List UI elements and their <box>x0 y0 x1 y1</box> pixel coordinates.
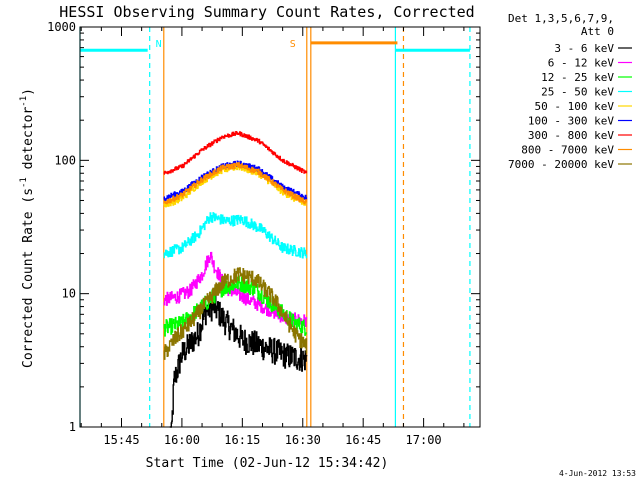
plot-area: 1 10 100 1000 15:45 16:00 16:15 16:30 16:45 17:00… <box>47 20 481 447</box>
x-tick-label: 16:45 <box>345 433 381 447</box>
legend-label: 7000 - 20000 keV <box>508 158 614 171</box>
timestamp: 4-Jun-2012 13:53 <box>559 469 636 478</box>
legend-label: 50 - 100 keV <box>535 100 615 113</box>
legend-label: 3 - 6 keV <box>554 42 614 55</box>
legend-label: 6 - 12 keV <box>548 57 615 70</box>
series-line <box>163 251 308 327</box>
y-tick-label: 1000 <box>47 20 76 34</box>
series-line <box>163 267 308 360</box>
x-tick-label: 15:45 <box>103 433 139 447</box>
legend-label: 300 - 800 keV <box>528 129 614 142</box>
x-tick-label: 16:30 <box>285 433 321 447</box>
legend: Det 1,3,5,6,7,9,Att 0 3 - 6 keV 6 - 12 keV… <box>508 12 632 171</box>
y-axis-label: Corrected Count Rate (s-1 detector-1) <box>19 88 36 368</box>
y-tick-label: 1 <box>69 420 76 434</box>
legend-header: Att 0 <box>581 25 614 38</box>
x-tick-label: 16:15 <box>224 433 260 447</box>
legend-label: 100 - 300 keV <box>528 115 614 128</box>
legend-header: Det 1,3,5,6,7,9, <box>508 12 614 25</box>
series-line <box>163 131 308 175</box>
series-line <box>169 294 308 428</box>
series-line <box>163 212 308 259</box>
legend-label: 12 - 25 keV <box>541 71 614 84</box>
y-tick-label: 10 <box>62 287 76 301</box>
annotation-label: S <box>290 39 296 50</box>
legend-label: 800 - 7000 keV <box>521 144 614 157</box>
x-tick-label: 17:00 <box>406 433 442 447</box>
x-tick-label: 16:00 <box>164 433 200 447</box>
y-tick-label: 100 <box>54 153 76 167</box>
chart-title: HESSI Observing Summary Count Rates, Cor… <box>59 3 474 21</box>
series-line <box>163 162 308 205</box>
legend-label: 25 - 50 keV <box>541 86 614 99</box>
plot-frame <box>79 26 481 428</box>
annotation-label: N <box>156 39 162 50</box>
x-axis-label: Start Time (02-Jun-12 15:34:42) <box>146 456 389 471</box>
